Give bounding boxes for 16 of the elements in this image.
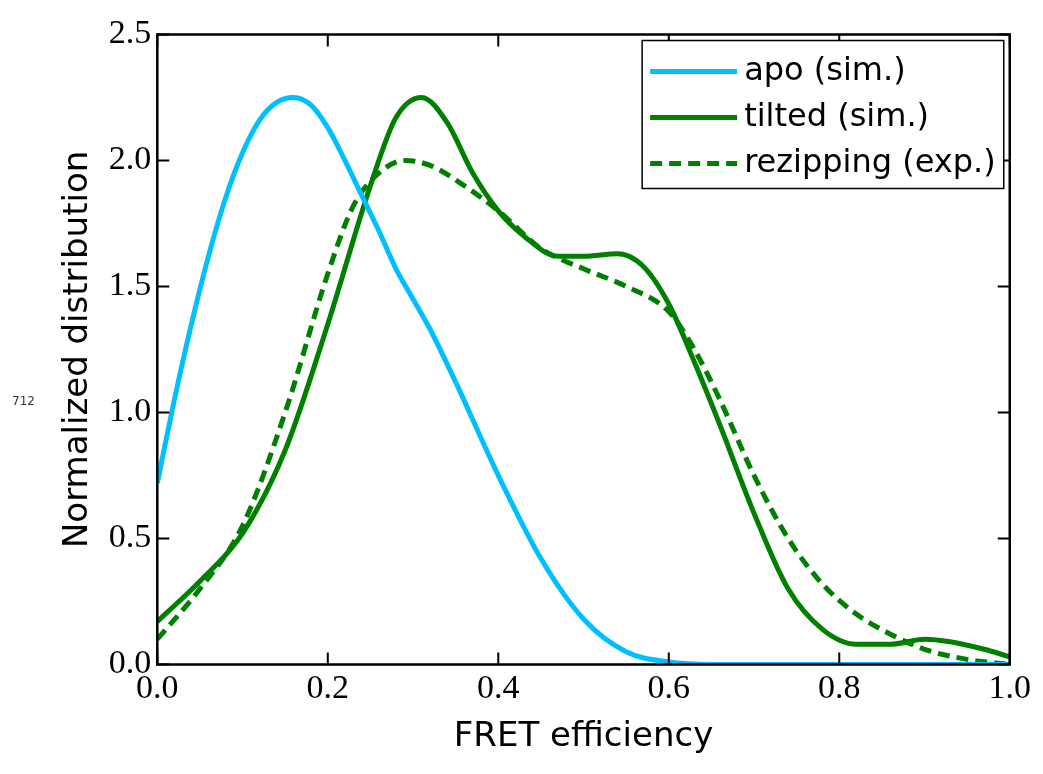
y-tick-label: 1.5 — [108, 265, 152, 303]
y-tick-label: 0.5 — [108, 517, 152, 555]
y-tick-label: 2.0 — [108, 139, 152, 177]
x-axis-title: FRET efficiency — [453, 714, 714, 755]
legend-label: tilted (sim.) — [744, 95, 930, 134]
legend-label: rezipping (exp.) — [744, 141, 996, 180]
y-axis-title: Normalized distribution — [55, 150, 96, 549]
y-tick-label: 1.0 — [108, 391, 152, 429]
x-tick-label: 0.4 — [477, 667, 520, 705]
x-tick-label: 0.6 — [647, 667, 691, 705]
x-tick-label: 0.8 — [818, 667, 861, 705]
legend-label: apo (sim.) — [744, 49, 906, 88]
x-tick-label: 0.2 — [306, 667, 350, 705]
y-tick-label: 2.5 — [108, 13, 152, 51]
x-tick-label: 1.0 — [988, 667, 1031, 705]
text: 712 — [12, 393, 35, 408]
